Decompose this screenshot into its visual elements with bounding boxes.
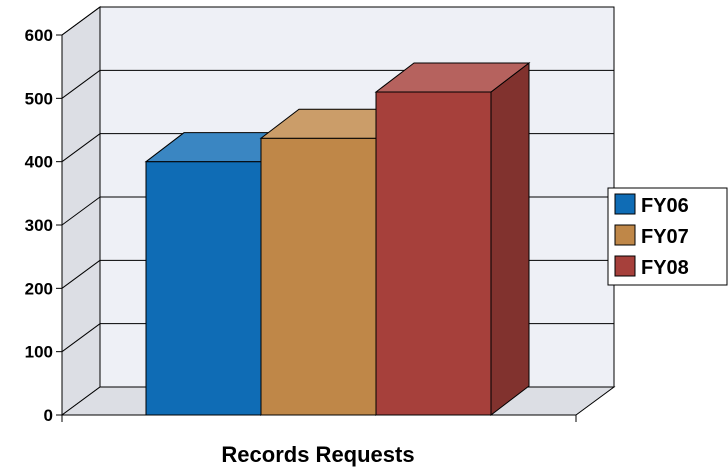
gridline-side	[61, 323, 101, 353]
y-tick-label: 100	[25, 343, 53, 362]
legend-label: FY08	[641, 257, 689, 279]
legend-label: FY07	[641, 226, 689, 248]
gridline-side	[61, 133, 101, 163]
y-tick-label: 600	[25, 26, 53, 45]
bar-front	[260, 137, 377, 416]
y-tick-label: 400	[25, 153, 53, 172]
y-tick-label: 0	[44, 406, 53, 425]
legend: FY06 FY07 FY08	[607, 187, 728, 286]
bar-side	[490, 61, 530, 417]
y-tick-label: 200	[25, 279, 53, 298]
bar-front	[375, 91, 492, 416]
y-tick-label: 300	[25, 216, 53, 235]
legend-item-fy08: FY08	[614, 255, 689, 279]
legend-label: FY06	[641, 195, 689, 217]
bar-fy08	[374, 61, 531, 417]
bars	[144, 61, 531, 417]
legend-swatch	[614, 255, 636, 277]
gridline-side	[61, 6, 101, 36]
gridline-side	[61, 196, 101, 226]
y-tick-label: 500	[25, 89, 53, 108]
legend-item-fy07: FY07	[614, 224, 689, 248]
legend-swatch	[614, 224, 636, 246]
bar-top	[374, 62, 531, 93]
gridline-side	[61, 69, 101, 99]
legend-swatch	[614, 193, 636, 215]
x-axis-label: Records Requests	[221, 442, 414, 467]
bar-front	[145, 161, 262, 416]
gridline-side	[61, 259, 101, 289]
legend-item-fy06: FY06	[614, 193, 689, 217]
